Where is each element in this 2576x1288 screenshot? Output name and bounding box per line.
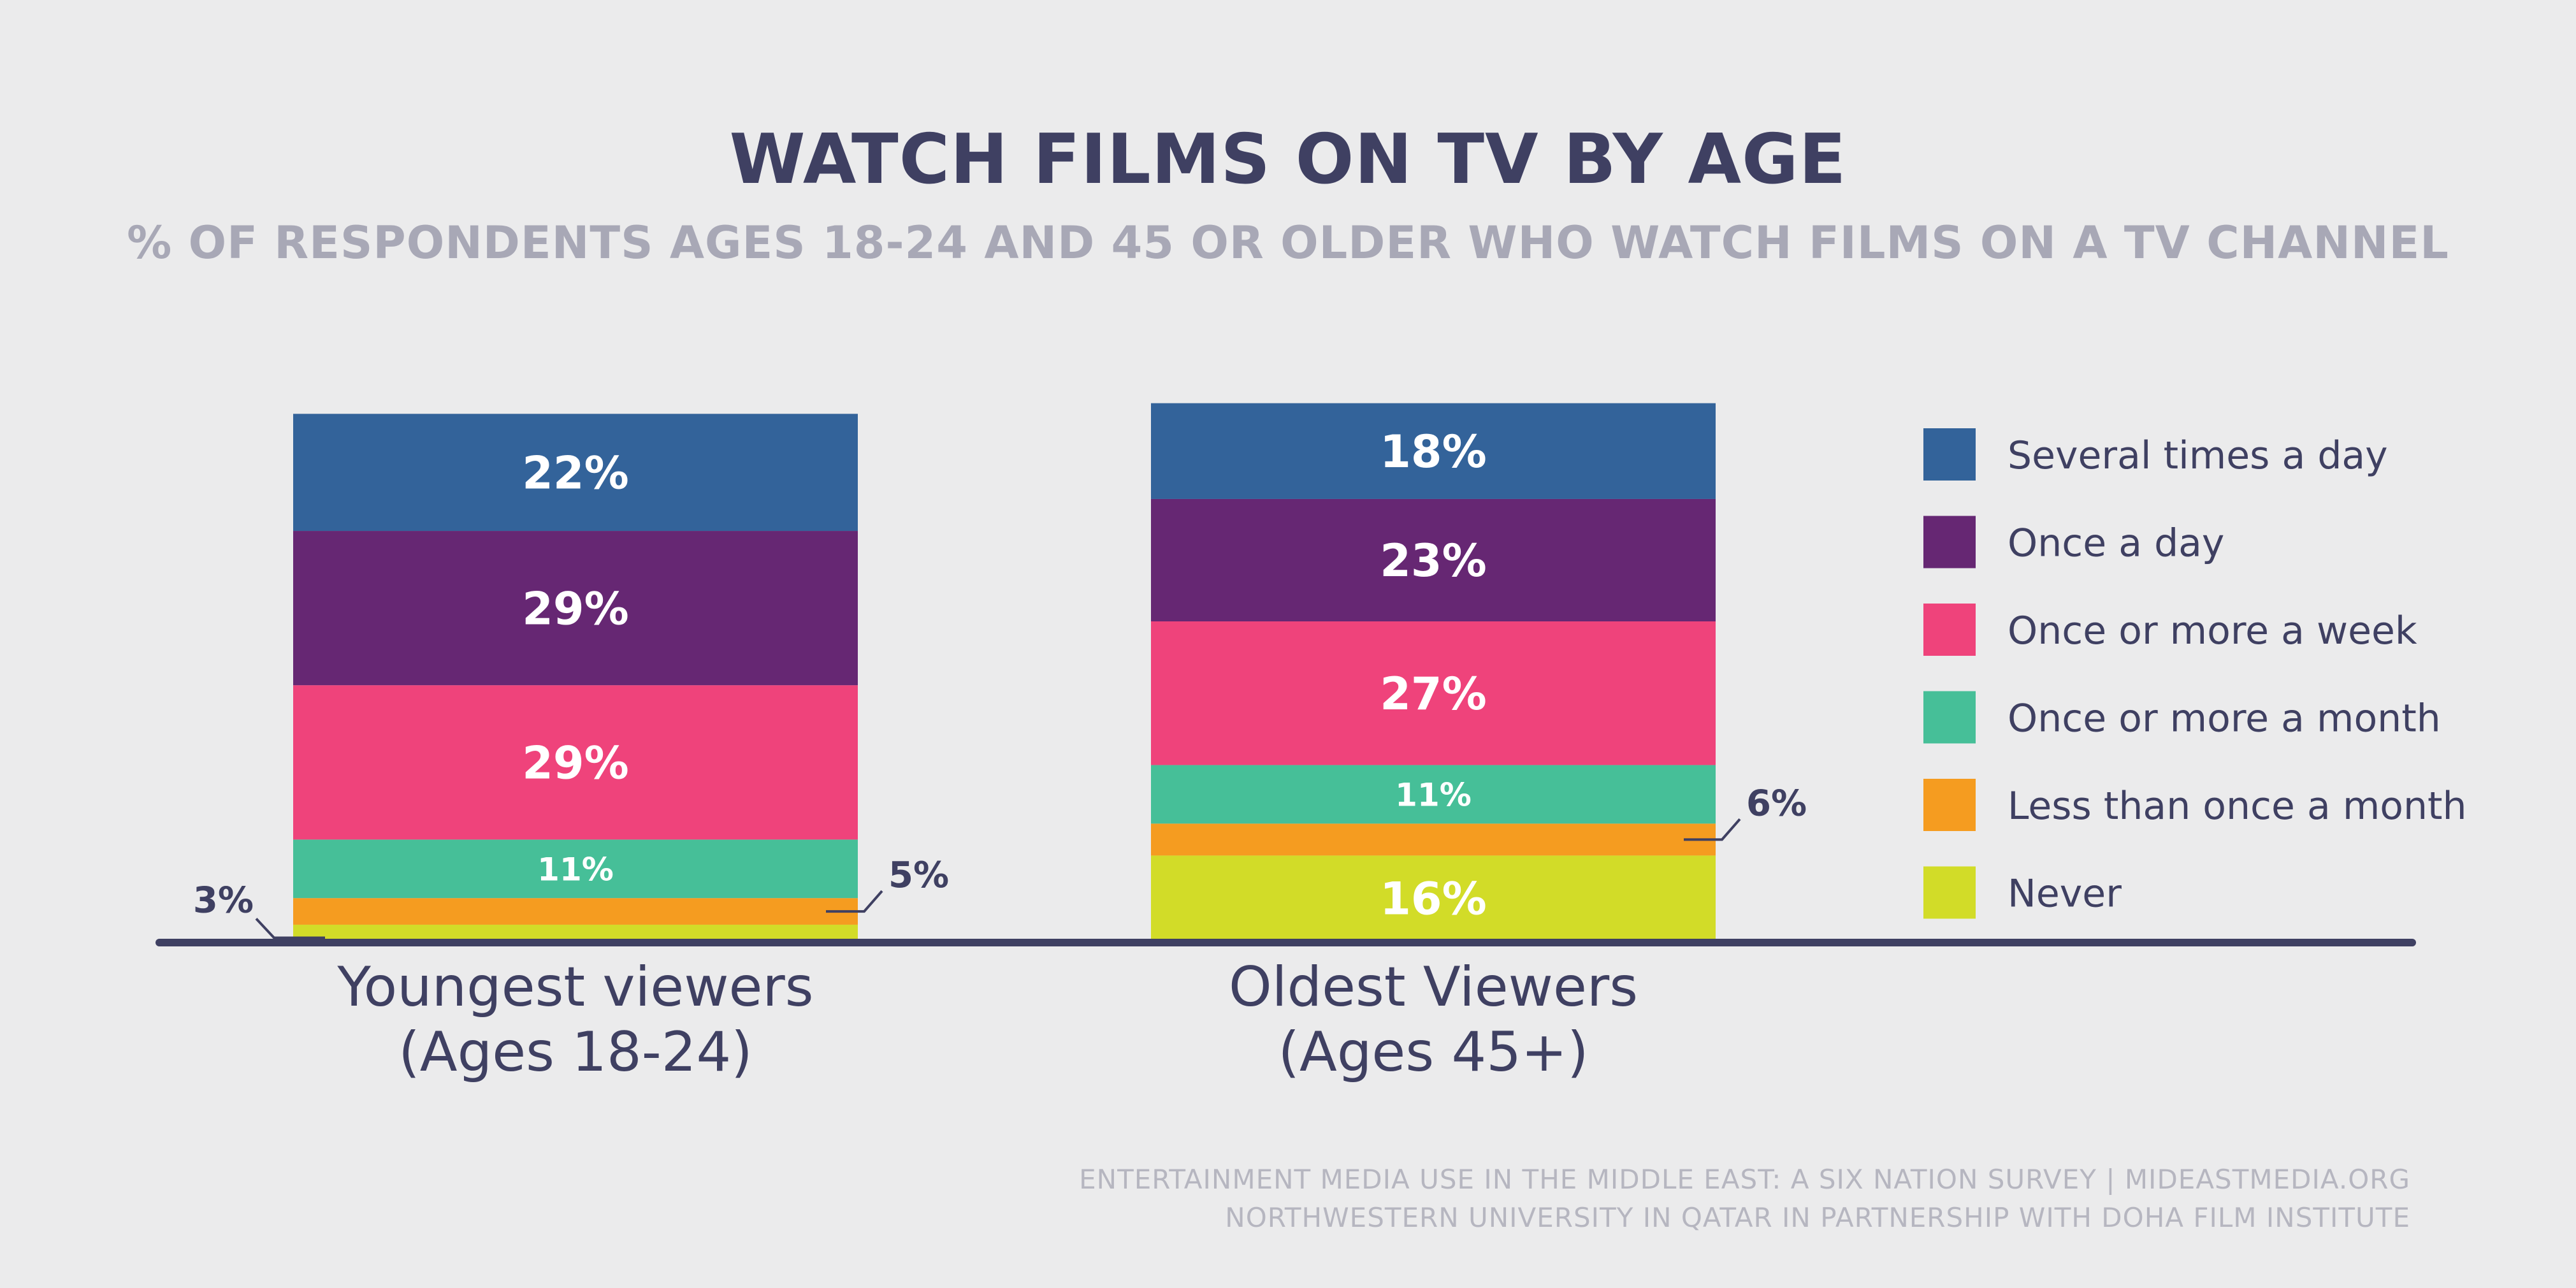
- legend-label-never: Never: [2008, 872, 2122, 916]
- bar-segment-once-or-more-a-week-2: [1151, 621, 1716, 765]
- chart-subtitle: % OF RESPONDENTS AGES 18-24 AND 45 OR OL…: [127, 217, 2449, 269]
- bar-segment-never-2: [1151, 855, 1716, 941]
- bar-segment-several-times-a-day-2: [1151, 403, 1716, 499]
- legend-label-less-than-once-a-month: Less than once a month: [2008, 784, 2467, 829]
- bar-segment-never-1: [293, 924, 858, 941]
- data-label-never-1: 3%: [193, 879, 254, 921]
- legend-label-once-a-day: Once a day: [2008, 521, 2224, 566]
- category-label-2: Oldest Viewers: [1229, 955, 1638, 1019]
- bar-segment-once-or-more-a-month-1: [293, 839, 858, 899]
- footer-source: ENTERTAINMENT MEDIA USE IN THE MIDDLE EA…: [1079, 1164, 2410, 1195]
- footer-credit: NORTHWESTERN UNIVERSITY IN QATAR IN PART…: [1225, 1202, 2410, 1233]
- category-sublabel-1: (Ages 18-24): [398, 1020, 752, 1084]
- legend-label-once-or-more-a-month: Once or more a month: [2008, 697, 2441, 741]
- leader-line-never-1: [255, 918, 325, 939]
- legend-swatch-once-or-more-a-week: [1923, 604, 1976, 656]
- data-label-once-or-more-a-week-2: 27%: [1380, 668, 1487, 720]
- data-label-several-times-a-day-2: 18%: [1380, 426, 1487, 478]
- category-sublabel-2: (Ages 45+): [1278, 1020, 1588, 1084]
- legend-swatch-never: [1923, 866, 1976, 919]
- data-label-several-times-a-day-1: 22%: [522, 447, 629, 499]
- data-label-once-or-more-a-week-1: 29%: [522, 737, 629, 789]
- data-label-less-than-once-a-month-2: 6%: [1746, 783, 1807, 824]
- bar-segment-once-a-day-2: [1151, 498, 1716, 621]
- bar-segment-once-a-day-1: [293, 531, 858, 686]
- category-label-1: Youngest viewers: [336, 955, 813, 1019]
- data-label-less-than-once-a-month-1: 5%: [888, 855, 949, 896]
- leader-line-less-than-once-a-month-2: [1684, 818, 1741, 841]
- data-label-once-or-more-a-month-2: 11%: [1395, 776, 1472, 813]
- data-label-once-a-day-2: 23%: [1380, 535, 1487, 587]
- bar-segment-once-or-more-a-month-2: [1151, 765, 1716, 824]
- chart-title: WATCH FILMS ON TV BY AGE: [729, 120, 1847, 199]
- legend-swatch-less-than-once-a-month: [1923, 779, 1976, 831]
- data-label-never-2: 16%: [1380, 872, 1487, 925]
- legend-swatch-once-a-day: [1923, 516, 1976, 568]
- bar-segment-less-than-once-a-month-1: [293, 898, 858, 925]
- leader-line-less-than-once-a-month-1: [826, 890, 883, 913]
- bar-segment-less-than-once-a-month-2: [1151, 823, 1716, 856]
- data-label-once-a-day-1: 29%: [522, 582, 629, 635]
- bar-segment-several-times-a-day-1: [293, 414, 858, 532]
- data-label-once-or-more-a-month-1: 11%: [537, 851, 614, 888]
- legend-label-once-or-more-a-week: Once or more a week: [2008, 609, 2417, 653]
- legend-swatch-once-or-more-a-month: [1923, 691, 1976, 744]
- legend-label-several-times-a-day: Several times a day: [2008, 433, 2388, 478]
- legend-swatch-several-times-a-day: [1923, 428, 1976, 481]
- bar-segment-once-or-more-a-week-1: [293, 685, 858, 840]
